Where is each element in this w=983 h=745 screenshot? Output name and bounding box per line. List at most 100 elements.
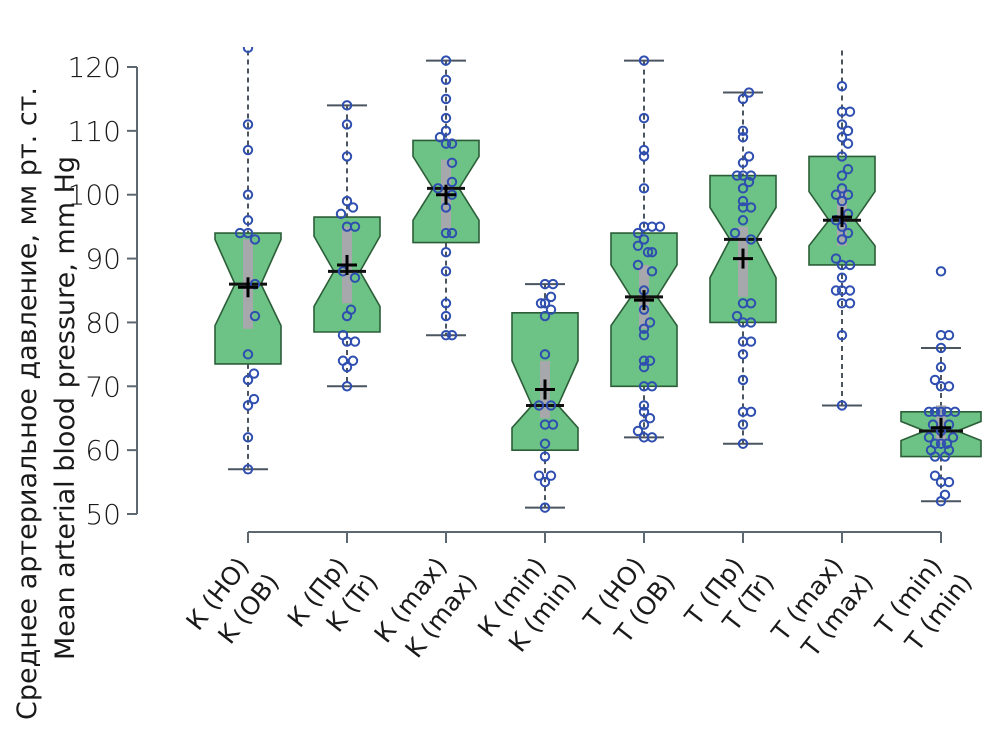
data-point xyxy=(731,170,743,181)
data-point xyxy=(349,272,361,283)
x-axis xyxy=(247,531,942,543)
data-point xyxy=(929,406,941,418)
data-point xyxy=(440,55,452,66)
box-group xyxy=(808,47,876,411)
box-group xyxy=(709,87,777,449)
data-point xyxy=(646,432,658,443)
data-point xyxy=(935,266,947,277)
data-point xyxy=(242,227,254,239)
data-point xyxy=(836,234,848,245)
data-point xyxy=(341,361,353,373)
data-point xyxy=(743,87,755,98)
data-point xyxy=(341,381,353,392)
data-point xyxy=(638,323,650,335)
data-point xyxy=(632,259,644,271)
data-point xyxy=(836,183,848,194)
data-point xyxy=(638,234,650,245)
data-point xyxy=(638,330,650,341)
data-point xyxy=(446,138,458,149)
data-point xyxy=(242,374,254,386)
y-tick-label: 50 xyxy=(85,498,121,531)
data-point xyxy=(547,419,559,430)
data-point xyxy=(446,157,458,168)
data-point xyxy=(842,227,854,239)
y-tick-label: 120 xyxy=(68,51,121,84)
data-point xyxy=(440,298,452,309)
data-point xyxy=(844,259,856,271)
data-point xyxy=(842,125,854,137)
y-tick-label: 60 xyxy=(85,434,121,467)
data-point xyxy=(743,176,755,188)
data-point xyxy=(737,183,749,194)
data-point xyxy=(545,304,557,315)
data-point xyxy=(535,298,547,309)
data-point xyxy=(434,132,446,143)
x-tick-label-group: Т (НО)T (OB) xyxy=(577,552,680,649)
data-point xyxy=(341,151,353,162)
data-point xyxy=(349,221,361,232)
data-point xyxy=(533,400,545,411)
x-tick-labels: К (НО)K (OB)К (Пр)K (Tr)К (max)K (max)К … xyxy=(180,552,977,663)
y-tick-label: 70 xyxy=(85,370,121,403)
y-axis-title: Среднее артериальное давление, мм рт. ст… xyxy=(12,87,81,720)
data-point xyxy=(729,227,741,239)
data-point xyxy=(935,406,947,418)
data-point xyxy=(349,336,361,347)
data-point xyxy=(347,202,359,213)
data-point xyxy=(440,330,452,341)
y-tick-label: 80 xyxy=(85,306,121,339)
data-point xyxy=(249,310,261,322)
data-point xyxy=(830,285,842,296)
boxes xyxy=(214,47,982,513)
data-point xyxy=(446,176,458,188)
data-point xyxy=(844,285,856,296)
data-point xyxy=(632,227,644,239)
data-point xyxy=(440,93,452,105)
data-point xyxy=(939,451,951,462)
data-point xyxy=(341,100,353,111)
data-point xyxy=(737,438,749,449)
data-point xyxy=(539,310,551,322)
data-point xyxy=(341,119,353,130)
data-point xyxy=(836,119,848,130)
data-point xyxy=(644,413,656,424)
data-point xyxy=(249,234,261,245)
data-point xyxy=(830,253,842,264)
data-point xyxy=(941,438,953,449)
data-point xyxy=(737,419,749,430)
data-point xyxy=(935,361,947,373)
data-point xyxy=(842,189,854,200)
data-point xyxy=(533,470,545,481)
data-point xyxy=(745,170,757,181)
data-point xyxy=(242,119,254,130)
x-tick-label-group: К (НО)K (OB) xyxy=(180,552,284,649)
x-tick-label-group: Т (min)T (min) xyxy=(869,552,978,657)
data-point xyxy=(844,298,856,309)
y-tick-label: 90 xyxy=(85,243,121,276)
box-group xyxy=(313,100,381,392)
data-point xyxy=(341,310,353,322)
data-point xyxy=(836,330,848,341)
box-group xyxy=(610,55,678,443)
data-point xyxy=(539,298,551,309)
x-tick-label-group: Т (Пр)T (Tr) xyxy=(679,552,780,638)
data-point xyxy=(842,138,854,149)
data-point xyxy=(242,189,254,200)
data-point xyxy=(545,470,557,481)
data-point xyxy=(432,183,444,194)
x-tick-label-group: К (Пр)K (Tr) xyxy=(282,552,384,638)
data-point xyxy=(737,125,749,137)
x-tick-label-group: К (min)K (min) xyxy=(472,552,582,658)
data-point xyxy=(745,298,757,309)
data-point xyxy=(646,246,658,258)
data-point xyxy=(242,144,254,156)
data-point xyxy=(737,93,749,105)
data-point xyxy=(539,438,551,449)
data-point xyxy=(646,266,658,277)
box-group xyxy=(214,47,282,475)
data-point xyxy=(440,138,452,149)
data-point xyxy=(440,74,452,85)
data-point xyxy=(923,432,935,443)
x-tick-label-group: Т (max)T (max) xyxy=(765,552,878,663)
